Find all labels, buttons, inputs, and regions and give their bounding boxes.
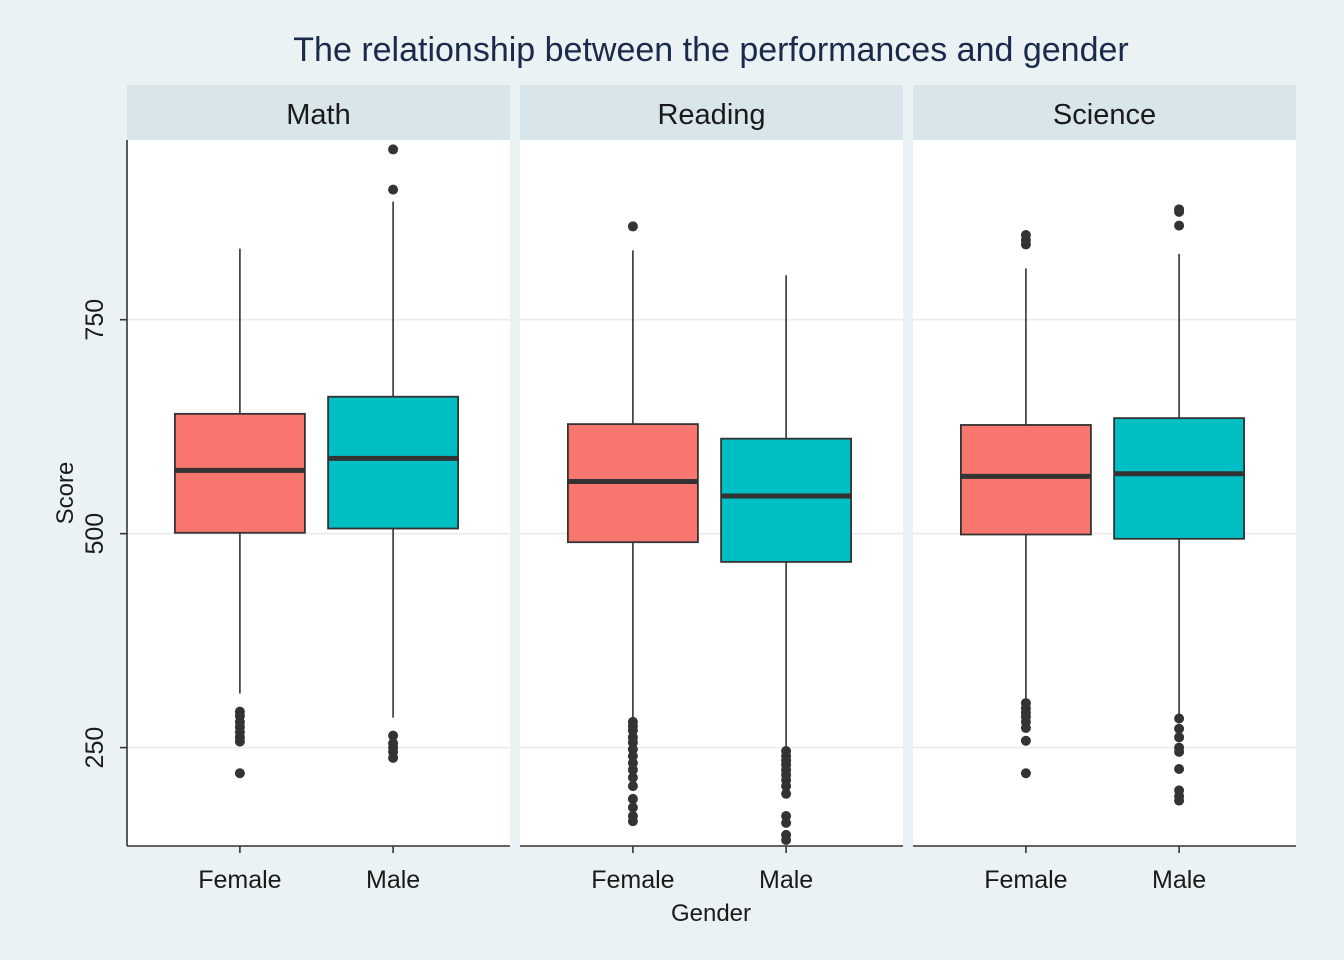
x-axis-title: Gender [671,900,751,927]
box-iqr [173,412,306,534]
outlier-point [1174,732,1185,743]
outlier-point [627,737,638,748]
box-female: Female [567,221,699,894]
x-tick-label: Male [366,866,420,894]
x-tick-label: Male [759,866,813,894]
y-tick-label: 750 [81,299,109,341]
box-male: Male [1113,204,1245,894]
box-female: Female [173,248,306,894]
outlier-point [1020,735,1031,746]
x-tick-label: Female [591,866,674,894]
box-iqr [960,424,1092,536]
box-female: Female [960,229,1092,894]
outlier-point [627,757,638,768]
y-axis-ticks: 250 500 750 [81,299,127,769]
outlier-point [1174,713,1185,724]
outlier-point [388,144,399,155]
outlier-point [627,751,638,762]
box-iqr [327,395,460,530]
panel-science: Science Female Male [913,85,1296,894]
facet-strip [127,85,510,140]
y-axis-title: Score [52,462,79,525]
facet-label: Science [1053,99,1156,131]
outlier-point [1174,795,1185,806]
outlier-point [388,730,399,741]
outlier-point [627,816,638,827]
outlier-point [627,802,638,813]
facet-strip [913,85,1296,140]
outlier-point [781,817,792,828]
outlier-point [1174,746,1185,757]
outlier-point [781,811,792,822]
outlier-point [1174,220,1185,231]
box-male: Male [327,144,460,894]
outlier-point [627,725,638,736]
outlier-point [234,736,245,747]
outlier-point [627,221,638,232]
outlier-point [627,744,638,755]
facet-strip [520,85,903,140]
x-tick-label: Female [198,866,281,894]
y-tick-label: 250 [81,727,109,769]
panel-reading: Reading Female Male [520,85,903,894]
box-iqr [1113,417,1245,540]
outlier-point [781,788,792,799]
facet-label: Reading [657,99,765,131]
x-tick-label: Male [1152,866,1206,894]
outlier-point [234,768,245,779]
outlier-point [1174,204,1185,215]
outlier-point [1020,722,1031,733]
outlier-point [781,781,792,792]
chart-title: The relationship between the performance… [293,31,1128,69]
outlier-point [1174,763,1185,774]
outlier-point [627,793,638,804]
outlier-point [1020,768,1031,779]
box-male: Male [720,275,852,894]
outlier-point [1174,723,1185,734]
y-tick-label: 500 [81,513,109,555]
x-tick-label: Female [984,866,1067,894]
outlier-point [388,184,399,195]
outlier-point [627,772,638,783]
outlier-point [627,764,638,775]
outlier-point [388,752,399,763]
box-iqr [720,437,852,563]
facet-label: Math [286,99,350,131]
outlier-point [627,781,638,792]
facet-panels: Math Female Male Reading Female Male Science Fe… [127,85,1296,894]
outlier-point [781,835,792,846]
outlier-point [1020,229,1031,240]
panel-math: Math Female Male [127,85,510,894]
